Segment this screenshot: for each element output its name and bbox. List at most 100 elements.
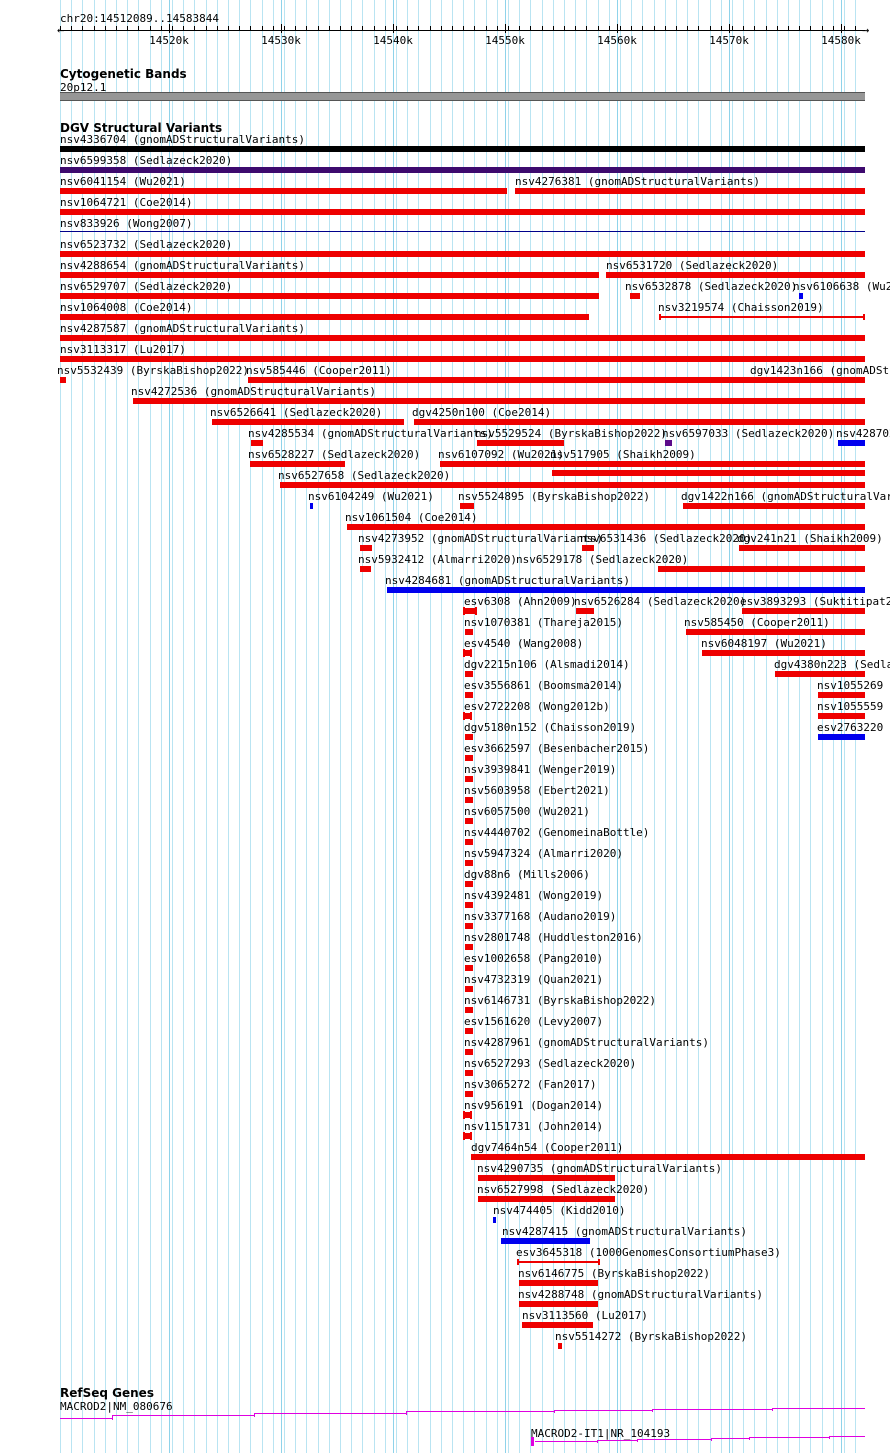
variant-bar[interactable]	[630, 293, 640, 299]
variant-bar[interactable]	[465, 860, 473, 866]
variant-bar[interactable]	[251, 440, 263, 446]
variant-bar[interactable]	[522, 1322, 593, 1328]
variant-bar[interactable]	[465, 671, 473, 677]
gene-intron-line[interactable]	[406, 1411, 554, 1412]
variant-bar[interactable]	[752, 377, 865, 383]
gene-intron-line[interactable]	[112, 1415, 254, 1416]
variant-bar[interactable]	[465, 881, 473, 887]
variant-bar[interactable]	[465, 1049, 473, 1055]
variant-bar[interactable]	[360, 566, 371, 572]
gene-intron-line[interactable]	[637, 1439, 711, 1440]
variant-bar[interactable]	[60, 188, 507, 194]
variant-bar[interactable]	[478, 1175, 615, 1181]
scroll-right-arrow-icon[interactable]: →	[862, 23, 870, 37]
variant-bar[interactable]	[519, 1280, 598, 1286]
variant-bar[interactable]	[686, 629, 865, 635]
variant-bar[interactable]	[464, 650, 471, 656]
variant-bar[interactable]	[558, 1343, 562, 1349]
variant-bar[interactable]	[60, 209, 865, 215]
variant-bar[interactable]	[582, 545, 594, 551]
variant-bar[interactable]	[464, 608, 476, 614]
gene-intron-line[interactable]	[772, 1408, 865, 1409]
variant-bar[interactable]	[742, 608, 865, 614]
variant-bar[interactable]	[60, 377, 66, 383]
gene-intron-line[interactable]	[535, 1441, 597, 1442]
variant-bar[interactable]	[465, 1007, 473, 1013]
variant-bar[interactable]	[280, 482, 865, 488]
variant-bar[interactable]	[465, 965, 473, 971]
variant-bar[interactable]	[493, 1217, 496, 1223]
variant-bar[interactable]	[576, 608, 594, 614]
variant-bar[interactable]	[465, 839, 473, 845]
variant-bar[interactable]	[60, 314, 589, 320]
variant-bar[interactable]	[60, 293, 599, 299]
variant-bar[interactable]	[501, 1238, 590, 1244]
variant-bar[interactable]	[60, 272, 599, 278]
gene-intron-line[interactable]	[60, 1418, 112, 1419]
variant-bar[interactable]	[465, 1091, 473, 1097]
gene-intron-line[interactable]	[597, 1440, 637, 1441]
variant-bar[interactable]	[517, 1261, 600, 1263]
variant-bar[interactable]	[465, 629, 473, 635]
gene-intron-line[interactable]	[254, 1413, 406, 1414]
variant-bar[interactable]	[440, 461, 865, 467]
variant-bar[interactable]	[478, 1196, 615, 1202]
variant-bar[interactable]	[347, 524, 865, 530]
variant-bar[interactable]	[465, 734, 473, 740]
variant-bar[interactable]	[838, 440, 865, 446]
variant-bar[interactable]	[60, 167, 865, 173]
variant-bar[interactable]	[465, 797, 473, 803]
variant-bar[interactable]	[465, 776, 473, 782]
variant-bar[interactable]	[818, 734, 865, 740]
variant-bar[interactable]	[775, 671, 865, 677]
variant-bar[interactable]	[133, 398, 865, 404]
variant-bar[interactable]	[465, 1028, 473, 1034]
variant-bar[interactable]	[464, 1112, 471, 1118]
variant-bar[interactable]	[465, 902, 473, 908]
variant-bar[interactable]	[465, 1070, 473, 1076]
variant-bar[interactable]	[465, 986, 473, 992]
variant-bar[interactable]	[683, 503, 865, 509]
variant-bar[interactable]	[739, 545, 865, 551]
gene-intron-line[interactable]	[829, 1436, 865, 1437]
variant-bar[interactable]	[310, 503, 313, 509]
variant-bar[interactable]	[658, 566, 865, 572]
variant-bar[interactable]	[387, 587, 865, 593]
variant-bar[interactable]	[606, 272, 865, 278]
variant-bar[interactable]	[60, 335, 865, 341]
variant-bar[interactable]	[60, 251, 865, 257]
variant-bar[interactable]	[702, 650, 865, 656]
variant-bar[interactable]	[799, 293, 803, 299]
variant-bar[interactable]	[60, 356, 865, 362]
variant-bar[interactable]	[212, 419, 404, 425]
variant-bar[interactable]	[477, 440, 564, 446]
variant-bar[interactable]	[465, 818, 473, 824]
variant-bar[interactable]	[519, 1301, 598, 1307]
variant-bar[interactable]	[60, 146, 865, 152]
gene-intron-line[interactable]	[749, 1437, 829, 1438]
variant-bar[interactable]	[818, 713, 865, 719]
variant-bar[interactable]	[665, 440, 672, 446]
variant-bar[interactable]	[360, 545, 372, 551]
variant-bar[interactable]	[460, 503, 474, 509]
variant-bar[interactable]	[250, 461, 345, 467]
variant-bar[interactable]	[659, 316, 865, 318]
cytoband-bar[interactable]	[60, 92, 865, 101]
variant-bar[interactable]	[465, 755, 473, 761]
gene-intron-line[interactable]	[652, 1409, 772, 1410]
variant-bar[interactable]	[464, 713, 471, 719]
variant-bar[interactable]	[464, 1133, 471, 1139]
variant-bar[interactable]	[552, 470, 865, 476]
variant-bar[interactable]	[818, 692, 865, 698]
coordinate-ruler[interactable]: chr20:14512089..14583844 ← → 14520k14530…	[0, 0, 890, 52]
variant-bar[interactable]	[515, 188, 865, 194]
variant-bar[interactable]	[465, 692, 473, 698]
gene-intron-line[interactable]	[554, 1410, 652, 1411]
variant-bar[interactable]	[414, 419, 865, 425]
variant-bar[interactable]	[471, 1154, 865, 1160]
variant-bar[interactable]	[60, 231, 865, 232]
variant-bar[interactable]	[248, 377, 756, 383]
variant-bar[interactable]	[465, 923, 473, 929]
gene-intron-line[interactable]	[711, 1438, 749, 1439]
variant-bar[interactable]	[465, 944, 473, 950]
